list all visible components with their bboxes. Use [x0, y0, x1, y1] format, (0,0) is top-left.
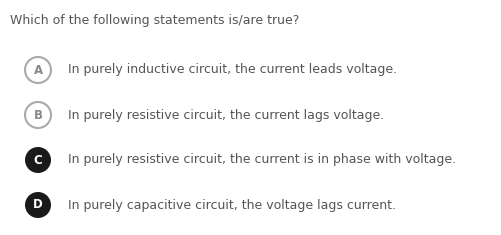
Text: In purely resistive circuit, the current lags voltage.: In purely resistive circuit, the current… [68, 109, 384, 121]
Ellipse shape [25, 192, 51, 218]
Text: D: D [33, 199, 43, 212]
Text: Which of the following statements is/are true?: Which of the following statements is/are… [10, 14, 300, 27]
Text: In purely inductive circuit, the current leads voltage.: In purely inductive circuit, the current… [68, 63, 397, 77]
Ellipse shape [25, 147, 51, 173]
Text: C: C [34, 153, 43, 167]
Text: A: A [34, 63, 43, 77]
Text: In purely capacitive circuit, the voltage lags current.: In purely capacitive circuit, the voltag… [68, 199, 396, 212]
Text: In purely resistive circuit, the current is in phase with voltage.: In purely resistive circuit, the current… [68, 153, 456, 167]
Text: B: B [34, 109, 43, 121]
Ellipse shape [25, 102, 51, 128]
Ellipse shape [25, 57, 51, 83]
